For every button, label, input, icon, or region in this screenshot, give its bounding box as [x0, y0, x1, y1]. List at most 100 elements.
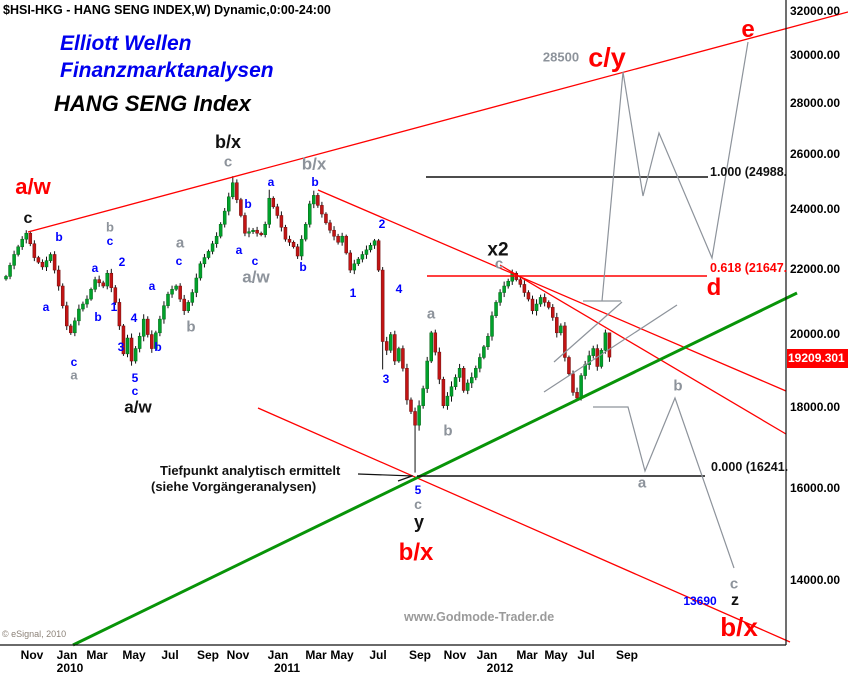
brand-line-1: Elliott Wellen [60, 32, 192, 55]
wave-label: d [706, 274, 722, 301]
month-axis-label: May [330, 648, 354, 662]
candle-up [4, 276, 8, 280]
wave-label: 28500 [542, 49, 580, 65]
price-axis-label: 30000.00 [790, 48, 841, 63]
candle-down [607, 332, 612, 358]
candle-down [146, 318, 150, 335]
candle-down [380, 269, 385, 342]
candle-down [121, 325, 126, 355]
candle-up [48, 254, 53, 261]
price-axis-label: 16000.00 [790, 480, 841, 495]
candle-up [141, 318, 146, 337]
year-axis-label: 2011 [273, 661, 301, 674]
wave-label: b [186, 318, 196, 336]
candle-up [417, 405, 421, 426]
month-axis-label: Jul [161, 648, 179, 662]
candle-up [85, 298, 89, 305]
candle-down [344, 235, 348, 254]
year-axis-label: 2010 [56, 661, 84, 674]
wave-label: b [311, 175, 319, 189]
candle-down [409, 399, 413, 412]
candle-down [551, 307, 555, 318]
down-trendline-1 [317, 189, 787, 392]
wave-label: b [244, 197, 252, 211]
candle-down [117, 302, 122, 327]
candle-up [158, 318, 162, 334]
wave-label: a [70, 367, 78, 383]
price-axis-label: 14000.00 [790, 572, 841, 587]
wave-label: 1 [110, 300, 118, 314]
candle-down [526, 292, 531, 300]
candle-down [32, 243, 37, 258]
candle-down [291, 241, 296, 248]
wave-label: a [42, 300, 50, 314]
candle-down [129, 337, 134, 362]
candle-down [376, 240, 381, 271]
candle-down [384, 341, 389, 351]
candle-up [251, 229, 255, 232]
wave-label: c [494, 255, 504, 273]
candle-up [174, 285, 178, 290]
candle-down [518, 279, 523, 285]
candle-down [259, 232, 263, 235]
candle-down [243, 215, 247, 234]
wave-label: b [154, 340, 162, 354]
candle-up [133, 348, 138, 362]
wave-label: a [175, 234, 185, 252]
candle-up [299, 238, 304, 257]
candle-down [101, 282, 105, 287]
year-axis-label: 2012 [486, 661, 514, 674]
wave-label: c [23, 210, 33, 227]
esignal-copyright: © eSignal, 2010 [2, 629, 67, 639]
candle-down [295, 246, 300, 257]
candle-up [445, 395, 450, 406]
candle-down [279, 215, 284, 228]
wave-label: b/x [214, 132, 242, 152]
candle-up [372, 240, 377, 246]
tiefpunkt-annotation-line2: (siehe Vorgängeranalysen) [151, 479, 317, 494]
month-axis-label: Jul [369, 648, 387, 662]
candle-up [162, 305, 166, 320]
candle-down [522, 284, 527, 293]
wave-label: a [426, 305, 436, 323]
month-axis-label: Nov [226, 648, 250, 662]
month-axis-label: Nov [20, 648, 44, 662]
candle-down [97, 279, 101, 284]
wave-label: a [91, 261, 99, 275]
wave-label: c [414, 496, 422, 512]
chart-heading: HANG SENG Index [54, 91, 251, 116]
candle-up [579, 375, 583, 399]
price-axis-label: 28000.00 [790, 95, 841, 110]
candle-down [542, 297, 547, 303]
month-axis-label: Nov [443, 648, 467, 662]
candle-up [8, 265, 12, 277]
month-axis-label: Sep [408, 648, 432, 662]
candle-up [231, 182, 235, 198]
candle-up [599, 350, 604, 367]
candle-down [287, 238, 292, 243]
candle-down [182, 298, 186, 311]
candle-down [433, 332, 438, 353]
wave-label: c [223, 153, 233, 171]
candle-down [437, 351, 442, 380]
wave-label: b [299, 260, 307, 274]
wave-label: c [251, 254, 259, 268]
candle-down [52, 254, 57, 271]
wave-label: 4 [130, 311, 138, 325]
candle-up [587, 355, 591, 365]
tiefpunkt-arrow-barb [397, 475, 413, 482]
month-axis-label: Mar [305, 648, 327, 662]
candle-down [65, 305, 69, 327]
candle-down [239, 199, 243, 216]
candle-down [393, 334, 397, 362]
month-axis-label: May [544, 648, 568, 662]
candle-up [93, 279, 97, 290]
candle-down [405, 368, 409, 401]
down-trendline-3 [257, 407, 791, 643]
candle-down [555, 317, 559, 334]
wave-label: a [637, 474, 647, 492]
candle-up [425, 360, 429, 389]
candle-down [320, 205, 324, 215]
candle-up [360, 254, 365, 260]
wave-label: 2 [118, 255, 126, 269]
